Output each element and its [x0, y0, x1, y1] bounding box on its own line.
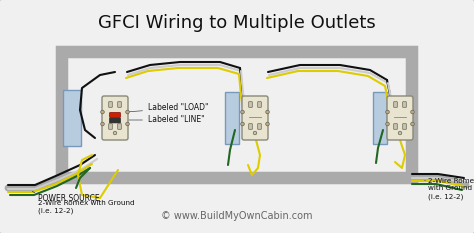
- Bar: [225, 92, 239, 144]
- FancyBboxPatch shape: [258, 102, 261, 107]
- Circle shape: [241, 122, 244, 126]
- Circle shape: [410, 110, 414, 114]
- FancyBboxPatch shape: [249, 124, 252, 129]
- Ellipse shape: [113, 131, 117, 135]
- FancyBboxPatch shape: [387, 96, 413, 140]
- FancyBboxPatch shape: [394, 102, 397, 107]
- Circle shape: [241, 110, 244, 114]
- Ellipse shape: [253, 131, 257, 135]
- FancyBboxPatch shape: [109, 124, 112, 129]
- Text: © www.BuildMyOwnCabin.com: © www.BuildMyOwnCabin.com: [161, 211, 313, 221]
- FancyBboxPatch shape: [403, 124, 406, 129]
- Circle shape: [100, 122, 104, 126]
- FancyBboxPatch shape: [249, 102, 252, 107]
- Text: Labeled "LINE": Labeled "LINE": [129, 116, 205, 124]
- FancyBboxPatch shape: [403, 102, 406, 107]
- Circle shape: [386, 122, 389, 126]
- Circle shape: [266, 110, 269, 114]
- Text: POWER SOURCE: POWER SOURCE: [38, 194, 100, 203]
- FancyBboxPatch shape: [118, 102, 121, 107]
- Circle shape: [100, 110, 104, 114]
- Text: Labeled "LOAD": Labeled "LOAD": [129, 103, 209, 113]
- Bar: [63, 90, 81, 146]
- Circle shape: [126, 122, 129, 126]
- Text: 2-Wire Romex with Ground
(i.e. 12-2): 2-Wire Romex with Ground (i.e. 12-2): [38, 200, 135, 214]
- FancyBboxPatch shape: [394, 124, 397, 129]
- FancyBboxPatch shape: [258, 124, 261, 129]
- Ellipse shape: [398, 131, 402, 135]
- FancyBboxPatch shape: [118, 124, 121, 129]
- Circle shape: [410, 122, 414, 126]
- FancyBboxPatch shape: [242, 96, 268, 140]
- Bar: [373, 92, 387, 144]
- FancyBboxPatch shape: [109, 113, 120, 117]
- Text: 2-Wire Romex
with Ground
(i.e. 12-2): 2-Wire Romex with Ground (i.e. 12-2): [428, 178, 474, 199]
- Text: GFCI Wiring to Multiple Outlets: GFCI Wiring to Multiple Outlets: [98, 14, 376, 32]
- FancyBboxPatch shape: [102, 96, 128, 140]
- Circle shape: [126, 110, 129, 114]
- FancyBboxPatch shape: [109, 118, 120, 123]
- Circle shape: [386, 110, 389, 114]
- Circle shape: [266, 122, 269, 126]
- FancyBboxPatch shape: [109, 102, 112, 107]
